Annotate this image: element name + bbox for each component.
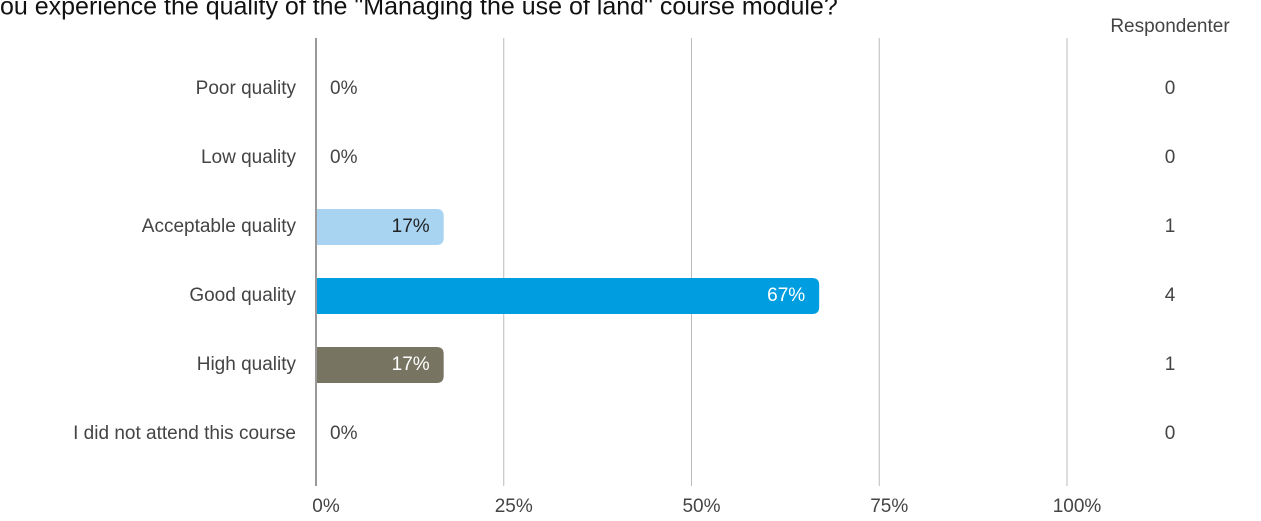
x-tick-label: 0% (312, 496, 340, 517)
chart-title: ou experience the quality of the "Managi… (0, 0, 838, 21)
value-label: 0% (330, 423, 358, 444)
x-tick-label: 50% (682, 496, 720, 517)
y-tick-label: I did not attend this course (73, 423, 296, 444)
y-tick-label: Low quality (201, 147, 297, 168)
count-label: 1 (1165, 216, 1176, 237)
bar (316, 209, 444, 245)
count-label: 1 (1165, 354, 1176, 375)
y-tick-label: Good quality (189, 285, 296, 306)
bar (316, 347, 444, 383)
y-tick-label: Poor quality (196, 78, 297, 99)
count-label: 0 (1165, 423, 1176, 444)
counts-header: Respondenter (1110, 16, 1230, 37)
value-label: 0% (330, 147, 358, 168)
value-label: 17% (392, 354, 430, 375)
y-tick-label: Acceptable quality (142, 216, 297, 237)
x-tick-label: 100% (1053, 496, 1102, 517)
bar (316, 278, 820, 314)
x-tick-label: 25% (495, 496, 533, 517)
value-label: 17% (392, 216, 430, 237)
y-tick-label: High quality (197, 354, 297, 375)
count-label: 0 (1165, 147, 1176, 168)
count-label: 0 (1165, 78, 1176, 99)
value-label: 0% (330, 78, 358, 99)
value-label: 67% (767, 285, 805, 306)
x-tick-label: 75% (870, 496, 908, 517)
count-label: 4 (1165, 285, 1176, 306)
